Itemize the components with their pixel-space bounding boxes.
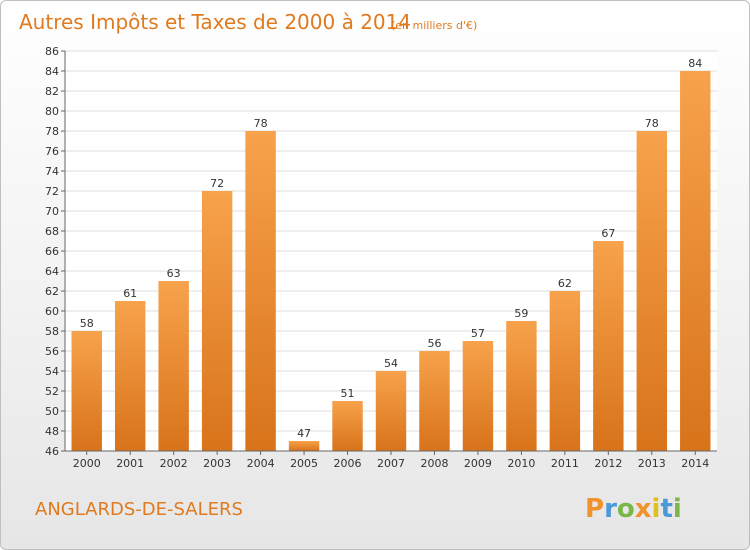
x-tick-label-2005: 2005	[290, 457, 318, 470]
y-tick-label: 48	[45, 425, 59, 438]
y-tick-label: 56	[45, 345, 59, 358]
y-axis-ticks: 46 48 50 52 54 56 58 60 62 64 66 68 70 72 74 76 78 80 82 84…	[45, 45, 65, 458]
y-tick-label: 50	[45, 405, 59, 418]
data-label-2012: 67	[601, 227, 615, 240]
x-tick-label-2011: 2011	[551, 457, 579, 470]
data-labels: 58 61 63 72 78 47 51 54 56 57 59 62 67 78 84	[80, 57, 703, 440]
x-tick-label-2009: 2009	[464, 457, 492, 470]
plot-area: 46 48 50 52 54 56 58 60 62 64 66 68 70 72 74 76 78 80 82 84…	[45, 45, 717, 470]
bar-2006	[332, 401, 363, 451]
bar-2007	[375, 371, 407, 451]
y-tick-label: 54	[45, 365, 59, 378]
y-tick-label: 84	[45, 65, 59, 78]
y-tick-label: 86	[45, 45, 59, 58]
y-tick-label: 82	[45, 85, 59, 98]
x-tick-label-2003: 2003	[203, 457, 231, 470]
data-label-2000: 58	[80, 317, 94, 330]
x-tick-label-2014: 2014	[681, 457, 709, 470]
x-tick-label-2001: 2001	[116, 457, 144, 470]
x-tick-label-2002: 2002	[160, 457, 188, 470]
data-label-2009: 57	[471, 327, 485, 340]
y-tick-label: 60	[45, 305, 59, 318]
data-label-2001: 61	[123, 287, 137, 300]
proxiti-logo: Proxiti	[585, 494, 682, 524]
data-label-2011: 62	[558, 277, 572, 290]
bars	[71, 71, 711, 451]
data-label-2008: 56	[427, 337, 441, 350]
y-tick-label: 70	[45, 205, 59, 218]
data-label-2004: 78	[254, 117, 268, 130]
x-tick-label-2004: 2004	[247, 457, 275, 470]
y-tick-label: 76	[45, 145, 59, 158]
logo-letter: i	[652, 494, 661, 524]
bar-2014	[680, 71, 711, 451]
logo-letter: i	[673, 494, 682, 524]
bar-2010	[506, 321, 537, 451]
bar-2002	[158, 281, 189, 451]
y-tick-label: 66	[45, 245, 59, 258]
logo-letter: o	[617, 494, 635, 524]
bar-2011	[549, 291, 581, 451]
bar-2012	[593, 241, 624, 451]
data-label-2013: 78	[645, 117, 659, 130]
bar-2004	[245, 131, 276, 451]
data-label-2002: 63	[167, 267, 181, 280]
x-tick-label-2012: 2012	[594, 457, 622, 470]
bar-2005	[288, 441, 320, 451]
y-tick-label: 46	[45, 445, 59, 458]
y-tick-label: 80	[45, 105, 59, 118]
logo-letter: r	[604, 494, 617, 524]
bar-2003	[201, 191, 233, 451]
x-tick-label-2013: 2013	[638, 457, 666, 470]
y-tick-label: 52	[45, 385, 59, 398]
bar-2009	[462, 341, 494, 451]
data-label-2003: 72	[210, 177, 224, 190]
bar-2008	[419, 351, 450, 451]
data-label-2006: 51	[341, 387, 355, 400]
y-tick-label: 58	[45, 325, 59, 338]
data-label-2007: 54	[384, 357, 398, 370]
y-tick-label: 72	[45, 185, 59, 198]
y-tick-label: 68	[45, 225, 59, 238]
bar-2013	[636, 131, 668, 451]
chart-title: Autres Impôts et Taxes de 2000 à 2014	[19, 10, 411, 34]
y-tick-label: 74	[45, 165, 59, 178]
y-tick-label: 62	[45, 285, 59, 298]
x-tick-label-2006: 2006	[334, 457, 362, 470]
y-tick-label: 78	[45, 125, 59, 138]
logo-letter: P	[585, 494, 604, 524]
bar-2000	[71, 331, 102, 451]
chart-subtitle: (en milliers d'€)	[391, 19, 477, 32]
logo-letter: x	[635, 494, 652, 524]
x-tick-label-2010: 2010	[507, 457, 535, 470]
y-tick-label: 64	[45, 265, 59, 278]
x-axis-ticks: 2000 2001 2002 2003 2004 2005 2006 2007 2008 2009…	[73, 451, 709, 470]
x-tick-label-2008: 2008	[420, 457, 448, 470]
bar-2001	[114, 301, 146, 451]
commune-name: ANGLARDS-DE-SALERS	[35, 499, 243, 520]
data-label-2014: 84	[688, 57, 702, 70]
x-tick-label-2007: 2007	[377, 457, 405, 470]
logo-letter: t	[660, 494, 672, 524]
x-tick-label-2000: 2000	[73, 457, 101, 470]
data-label-2005: 47	[297, 427, 311, 440]
data-label-2010: 59	[514, 307, 528, 320]
